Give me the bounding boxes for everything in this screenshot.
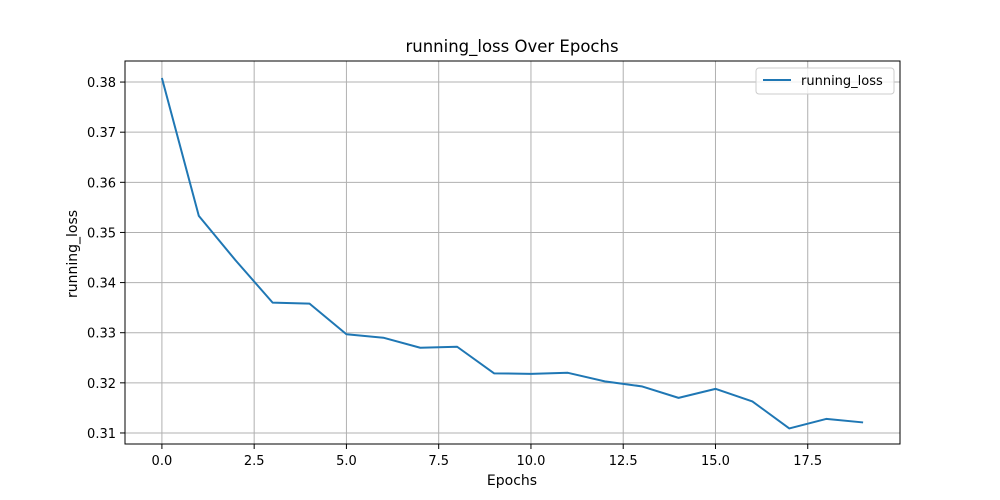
x-tick-label: 2.5 (244, 454, 265, 469)
legend-entry-running-loss: running_loss (801, 74, 883, 89)
data-point (678, 397, 679, 398)
data-point (420, 347, 421, 348)
data-point (494, 373, 495, 374)
x-tick-label: 0.0 (152, 454, 173, 469)
y-tick-label: 0.32 (87, 377, 116, 392)
grid (125, 61, 900, 444)
legend-box (755, 67, 895, 95)
data-point (383, 337, 384, 338)
data-point (530, 373, 531, 374)
x-tick-label: 12.5 (609, 454, 638, 469)
data-point (826, 418, 827, 419)
data-point (715, 388, 716, 389)
series-line-running-loss (160, 77, 864, 430)
data-point (789, 428, 790, 429)
data-point (272, 302, 273, 303)
x-tick-label: 5.0 (336, 454, 357, 469)
plot-frame (124, 60, 901, 445)
data-point (346, 334, 347, 335)
legend: running_loss (755, 67, 895, 95)
data-point (161, 78, 162, 79)
x-axis-label: Epochs (487, 473, 537, 489)
data-point (604, 381, 605, 382)
y-axis-label: running_loss (65, 210, 81, 298)
x-tick-label: 17.5 (793, 454, 822, 469)
data-point (457, 346, 458, 347)
y-tick-label: 0.36 (87, 176, 116, 191)
x-tick-label: 10.0 (516, 454, 545, 469)
data-point (309, 303, 310, 304)
y-tick-label: 0.33 (87, 327, 116, 342)
data-point (863, 422, 864, 423)
ticks: 0.0 2.5 5.0 7.5 10.0 12.5 15.0 17.5 0.31 0.32 0.33… (87, 76, 822, 469)
x-tick-label: 7.5 (428, 454, 449, 469)
data-point (752, 401, 753, 402)
y-tick-label: 0.35 (87, 226, 116, 241)
y-tick-label: 0.31 (87, 427, 116, 442)
series-layer (160, 77, 864, 430)
x-tick-label: 15.0 (701, 454, 730, 469)
data-point (567, 372, 568, 373)
y-tick-label: 0.34 (87, 277, 116, 292)
y-tick-label: 0.37 (87, 126, 116, 141)
y-tick-label: 0.38 (87, 76, 116, 91)
data-point (198, 215, 199, 216)
chart-title: running_loss Over Epochs (405, 37, 618, 57)
data-point (235, 260, 236, 261)
data-point (641, 386, 642, 387)
